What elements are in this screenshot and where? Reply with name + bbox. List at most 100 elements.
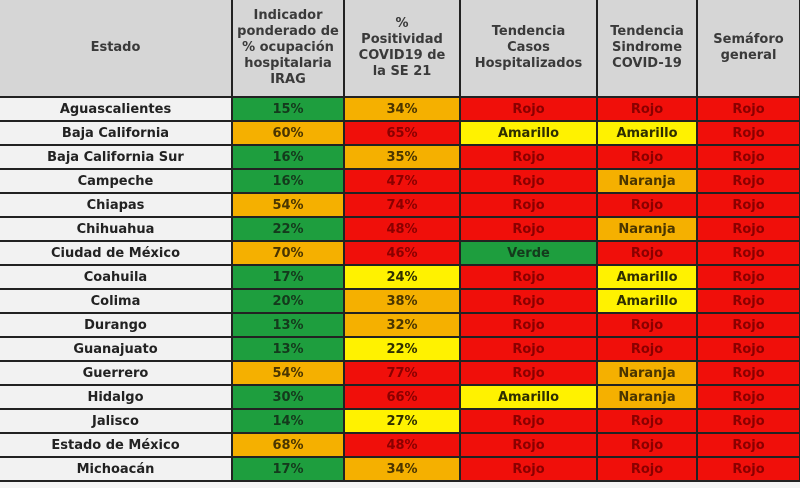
estado-cell: Chihuahua [0,216,233,242]
estado-cell: Baja California Sur [0,144,233,170]
estado-cell: Estado de México [0,432,233,458]
estado-cell: Durango [0,312,233,338]
tendencia-hosp-cell: Rojo [459,144,598,170]
positividad-cell: 32% [343,312,461,338]
semaforo-cell: Rojo [696,120,800,146]
tendencia-sindrome-cell: Rojo [596,144,698,170]
table-row: Baja California 60% 65% Amarillo Amarillo Roj… [0,120,800,146]
tendencia-sindrome-cell: Rojo [596,336,698,362]
positividad-cell: 34% [343,456,461,482]
positividad-cell: 48% [343,432,461,458]
tendencia-hosp-cell: Rojo [459,96,598,122]
semaforo-cell: Rojo [696,168,800,194]
irag-cell: 54% [231,192,345,218]
positividad-cell: 66% [343,384,461,410]
tendencia-sindrome-cell: Naranja [596,384,698,410]
semaforo-cell: Rojo [696,216,800,242]
table-row: Guerrero 54% 77% Rojo Naranja Rojo [0,360,800,386]
tendencia-hosp-cell: Rojo [459,456,598,482]
semaforo-cell: Rojo [696,408,800,434]
positividad-cell: 38% [343,288,461,314]
table-row: Ciudad de México 70% 46% Verde Rojo Rojo [0,240,800,266]
irag-cell: 30% [231,384,345,410]
semaforo-cell: Rojo [696,192,800,218]
estado-cell: Hidalgo [0,384,233,410]
table-row: Campeche 16% 47% Rojo Naranja Rojo [0,168,800,194]
tendencia-sindrome-cell: Amarillo [596,264,698,290]
table-row: Guanajuato 13% 22% Rojo Rojo Rojo [0,336,800,362]
tendencia-hosp-cell: Rojo [459,336,598,362]
irag-cell: 68% [231,432,345,458]
irag-cell: 13% [231,336,345,362]
semaforo-cell: Rojo [696,312,800,338]
estado-cell: Colima [0,288,233,314]
tendencia-hosp-cell: Rojo [459,360,598,386]
irag-cell: 17% [231,456,345,482]
irag-cell: 16% [231,144,345,170]
header-semaforo: Semáforo general [697,0,800,98]
tendencia-sindrome-cell: Amarillo [596,120,698,146]
tendencia-hosp-cell: Rojo [459,432,598,458]
estado-cell: Baja California [0,120,233,146]
irag-cell: 54% [231,360,345,386]
semaforo-cell: Rojo [696,384,800,410]
estado-cell: Guerrero [0,360,233,386]
tendencia-sindrome-cell: Rojo [596,432,698,458]
header-irag: Indicador ponderado de % ocupación hospi… [232,0,345,98]
header-positividad: % Positividad COVID19 de la SE 21 [344,0,461,98]
irag-cell: 20% [231,288,345,314]
tendencia-sindrome-cell: Rojo [596,456,698,482]
positividad-cell: 46% [343,240,461,266]
tendencia-sindrome-cell: Naranja [596,216,698,242]
table-row: Aguascalientes 15% 34% Rojo Rojo Rojo [0,96,800,122]
positividad-cell: 77% [343,360,461,386]
semaforo-cell: Rojo [696,432,800,458]
semaforo-cell: Rojo [696,264,800,290]
header-estado: Estado [0,0,233,98]
irag-cell: 14% [231,408,345,434]
positividad-cell: 74% [343,192,461,218]
table-row: Baja California Sur 16% 35% Rojo Rojo Rojo [0,144,800,170]
tendencia-sindrome-cell: Rojo [596,312,698,338]
tendencia-sindrome-cell: Rojo [596,192,698,218]
header-tendencia-sindrome: Tendencia Sindrome COVID-19 [597,0,698,98]
estado-cell: Chiapas [0,192,233,218]
tendencia-hosp-cell: Amarillo [459,120,598,146]
positividad-cell: 27% [343,408,461,434]
table-row: Chiapas 54% 74% Rojo Rojo Rojo [0,192,800,218]
positividad-cell: 48% [343,216,461,242]
table-row: Hidalgo 30% 66% Amarillo Naranja Rojo [0,384,800,410]
estado-cell: Campeche [0,168,233,194]
irag-cell: 22% [231,216,345,242]
positividad-cell: 47% [343,168,461,194]
estado-cell: Jalisco [0,408,233,434]
tendencia-hosp-cell: Rojo [459,288,598,314]
semaforo-cell: Rojo [696,456,800,482]
tendencia-hosp-cell: Rojo [459,216,598,242]
tendencia-sindrome-cell: Rojo [596,96,698,122]
estado-cell: Michoacán [0,456,233,482]
tendencia-hosp-cell: Amarillo [459,384,598,410]
tendencia-hosp-cell: Rojo [459,264,598,290]
irag-cell: 13% [231,312,345,338]
positividad-cell: 34% [343,96,461,122]
table-row: Chihuahua 22% 48% Rojo Naranja Rojo [0,216,800,242]
tendencia-hosp-cell: Rojo [459,408,598,434]
tendencia-sindrome-cell: Rojo [596,240,698,266]
positividad-cell: 24% [343,264,461,290]
tendencia-sindrome-cell: Rojo [596,408,698,434]
estado-cell: Guanajuato [0,336,233,362]
semaforo-cell: Rojo [696,240,800,266]
tendencia-hosp-cell: Rojo [459,312,598,338]
tendencia-hosp-cell: Rojo [459,168,598,194]
irag-cell: 70% [231,240,345,266]
positividad-cell: 35% [343,144,461,170]
table-row: Michoacán 17% 34% Rojo Rojo Rojo [0,456,800,482]
estado-cell: Coahuila [0,264,233,290]
table-row: Colima 20% 38% Rojo Amarillo Rojo [0,288,800,314]
estado-cell: Aguascalientes [0,96,233,122]
table-row: Durango 13% 32% Rojo Rojo Rojo [0,312,800,338]
tendencia-sindrome-cell: Naranja [596,360,698,386]
irag-cell: 17% [231,264,345,290]
